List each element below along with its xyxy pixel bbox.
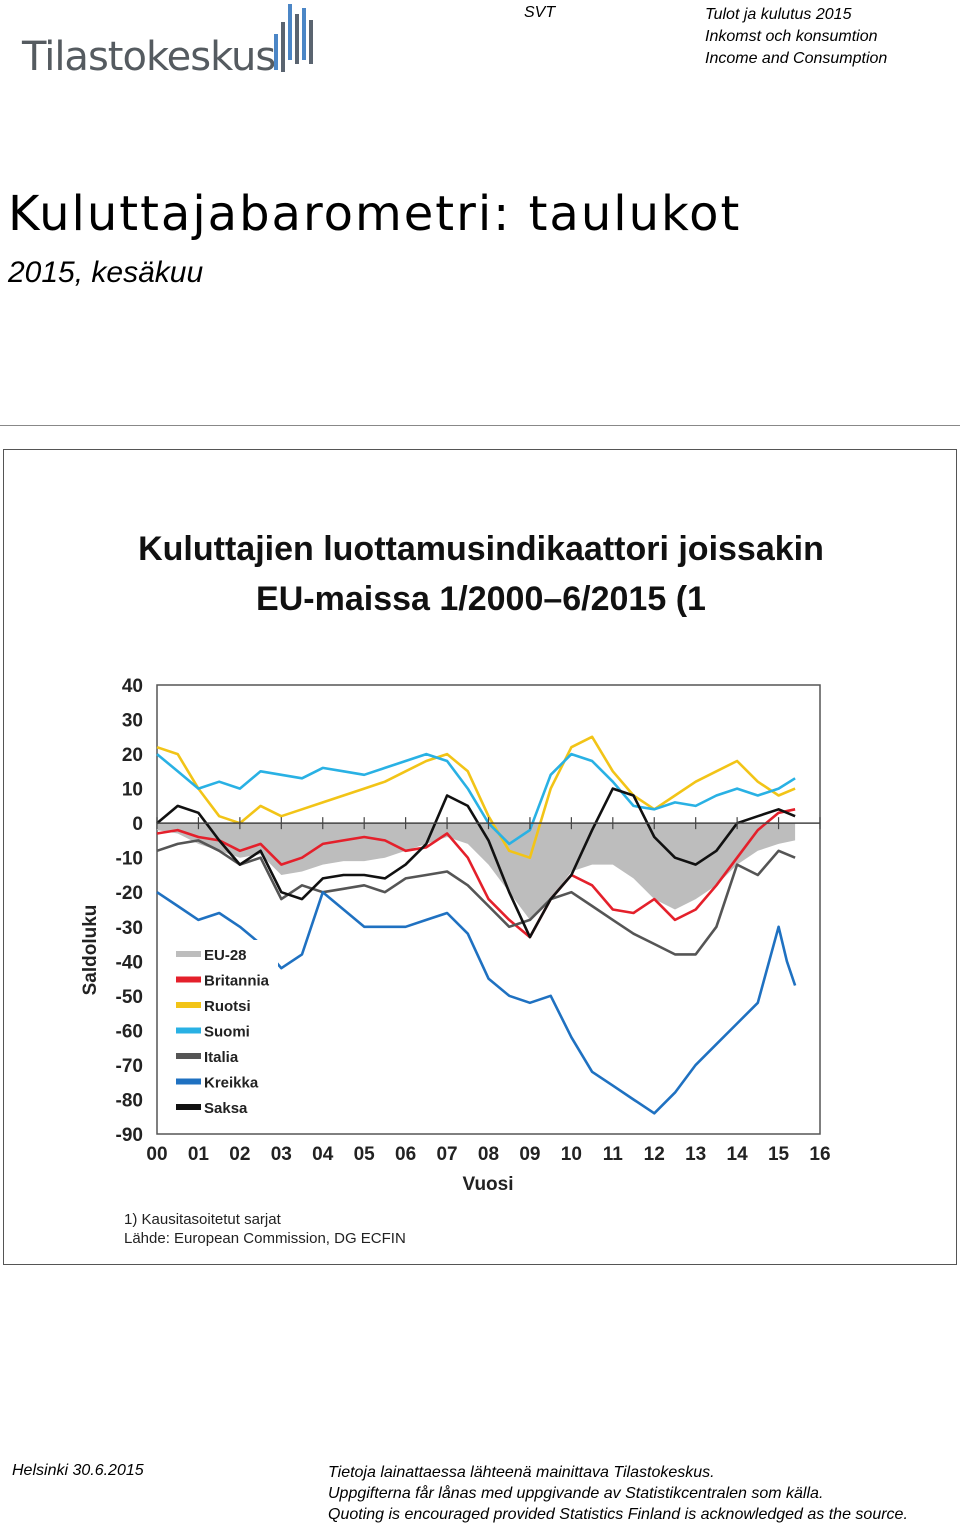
y-tick-label: -30 [116, 918, 143, 939]
legend-swatch [176, 1002, 201, 1008]
y-tick-label: -20 [116, 883, 143, 904]
series-line-en: Income and Consumption [705, 50, 888, 67]
citation-fi: Tietoja lainattaessa lähteenä mainittava… [328, 1464, 715, 1481]
chart-note: 1) Kausitasoitetut sarjat [124, 1211, 282, 1228]
legend-swatch [176, 976, 201, 983]
chart-title-line2: EU-maissa 1/2000–6/2015 (1 [256, 580, 706, 618]
legend-swatch [176, 1027, 201, 1034]
x-tick-label: 12 [644, 1144, 665, 1165]
legend-label: Ruotsi [204, 998, 251, 1015]
x-tick-label: 03 [271, 1144, 292, 1165]
legend-swatch [176, 1104, 201, 1110]
legend-swatch [176, 951, 201, 957]
y-tick-label: -10 [116, 849, 143, 870]
x-tick-label: 13 [685, 1144, 706, 1165]
chart-source: Lähde: European Commission, DG ECFIN [124, 1230, 406, 1247]
series-line-italia [156, 839, 796, 956]
statistics-series-label: Tulot ja kulutus 2015 Inkomst och konsum… [705, 4, 887, 70]
legend-label: EU-28 [204, 947, 247, 964]
logo-wordmark: Tilastokeskus [22, 34, 276, 80]
y-tick-label: 40 [122, 676, 143, 697]
x-tick-label: 08 [478, 1144, 499, 1165]
y-tick-label: -90 [116, 1125, 143, 1146]
legend-label: Kreikka [204, 1075, 259, 1092]
legend-label: Britannia [204, 973, 270, 990]
statistics-finland-logo: Tilastokeskus [10, 0, 313, 80]
x-tick-label: 15 [768, 1144, 790, 1165]
series-line-suomi [156, 752, 796, 846]
y-tick-label: -80 [116, 1090, 143, 1111]
logo-bars-icon [274, 4, 313, 72]
citation-en: Quoting is encouraged provided Statistic… [328, 1506, 908, 1523]
series-line-ruotsi [156, 735, 796, 860]
y-tick-label: 30 [122, 711, 143, 732]
x-tick-label: 02 [229, 1144, 250, 1165]
x-tick-label: 06 [395, 1144, 416, 1165]
series-line-sv: Inkomst och konsumtion [705, 28, 878, 45]
x-tick-label: 14 [727, 1144, 749, 1165]
legend-swatch [176, 1078, 201, 1085]
legend-label: Italia [204, 1049, 239, 1066]
x-tick-label: 04 [312, 1144, 334, 1165]
citation-notice: Tietoja lainattaessa lähteenä mainittava… [328, 1462, 908, 1525]
chart-frame: Kuluttajien luottamusindikaattori joissa… [3, 449, 957, 1265]
x-tick-label: 10 [561, 1144, 582, 1165]
citation-sv: Uppgifterna får lånas med uppgivande av … [328, 1485, 824, 1502]
y-tick-label: -60 [116, 1021, 143, 1042]
y-axis-label: Saldoluku [80, 905, 101, 996]
x-tick-label: 16 [809, 1144, 830, 1165]
y-tick-label: -40 [116, 952, 143, 973]
divider [0, 425, 960, 426]
y-tick-label: 20 [122, 745, 143, 766]
consumer-confidence-chart: Kuluttajien luottamusindikaattori joissa… [80, 530, 831, 1247]
place-date: Helsinki 30.6.2015 [12, 1462, 144, 1479]
chart-title-line1: Kuluttajien luottamusindikaattori joissa… [138, 530, 824, 568]
series-line-fi: Tulot ja kulutus 2015 [705, 6, 852, 23]
legend-label: Suomi [204, 1024, 250, 1041]
page-title: Kuluttajabarometri: taulukot [8, 186, 742, 242]
x-tick-label: 05 [354, 1144, 376, 1165]
x-tick-label: 01 [188, 1144, 210, 1165]
x-tick-label: 09 [519, 1144, 540, 1165]
page-subtitle: 2015, kesäkuu [8, 256, 204, 289]
x-tick-label: 11 [603, 1144, 624, 1165]
x-tick-label: 00 [146, 1144, 167, 1165]
y-tick-label: -50 [116, 987, 143, 1008]
legend-swatch [176, 1053, 201, 1059]
svt-label: SVT [524, 4, 556, 21]
y-tick-label: 0 [132, 814, 143, 835]
x-tick-label: 07 [436, 1144, 457, 1165]
legend-label: Saksa [204, 1100, 248, 1117]
series-line-britannia [156, 808, 796, 939]
x-axis-label: Vuosi [462, 1174, 513, 1195]
y-tick-label: -70 [116, 1056, 143, 1077]
y-tick-label: 10 [122, 780, 143, 801]
